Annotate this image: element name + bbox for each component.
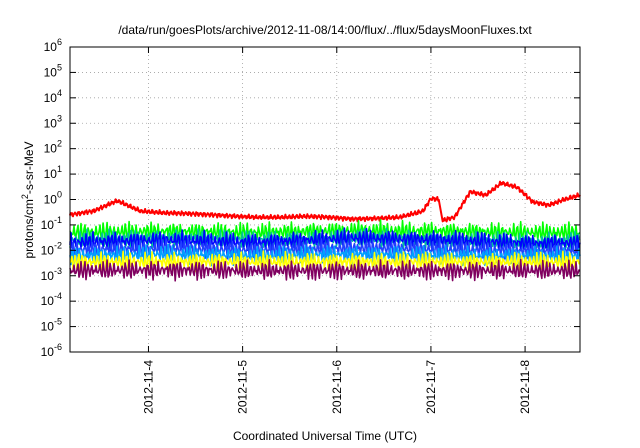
y-tick-label: 10-1	[41, 215, 62, 232]
y-tick-label: 103	[44, 113, 62, 130]
y-tick-label: 105	[44, 62, 62, 79]
series-layer	[69, 180, 581, 282]
y-tick-label: 10-2	[41, 240, 62, 257]
y-tick-label: 106	[44, 37, 62, 54]
series-line	[69, 219, 581, 244]
y-tick-labels: 10-6 10-5 10-4 10-3 10-2 10-1 100 101 102 103 104 1…	[41, 37, 62, 359]
y-tick-label: 10-6	[41, 342, 62, 359]
x-tick-label: 2012-11-6	[330, 360, 344, 414]
y-axis-label-base: protons/cm	[22, 199, 36, 258]
y-tick-label: 101	[44, 164, 62, 181]
y-axis-label-sup: 2	[20, 194, 30, 199]
y-axis-label: protons/cm2-s-sr-MeV	[20, 141, 36, 258]
ticks	[70, 46, 580, 353]
series-line	[69, 237, 581, 263]
x-tick-label: 2012-11-4	[141, 360, 155, 414]
x-tick-label: 2012-11-7	[424, 360, 438, 414]
y-axis-label-rest: -s-sr-MeV	[22, 141, 36, 194]
y-tick-label: 10-5	[41, 317, 62, 334]
x-axis-label: Coordinated Universal Time (UTC)	[233, 429, 417, 443]
series-line	[69, 258, 581, 282]
y-tick-label: 10-3	[41, 266, 62, 283]
chart-title: /data/run/goesPlots/archive/2012-11-08/1…	[118, 23, 532, 37]
x-tick-labels: 2012-11-4 2012-11-5 2012-11-6 2012-11-7 2012…	[141, 360, 532, 414]
y-tick-label: 102	[44, 139, 62, 156]
series-line	[69, 180, 581, 223]
x-tick-label: 2012-11-8	[518, 360, 532, 414]
x-tick-label: 2012-11-5	[236, 360, 250, 414]
y-tick-label: 104	[44, 88, 62, 105]
y-tick-label: 100	[44, 190, 62, 207]
grid	[70, 47, 580, 352]
y-tick-label: 10-4	[41, 291, 62, 308]
